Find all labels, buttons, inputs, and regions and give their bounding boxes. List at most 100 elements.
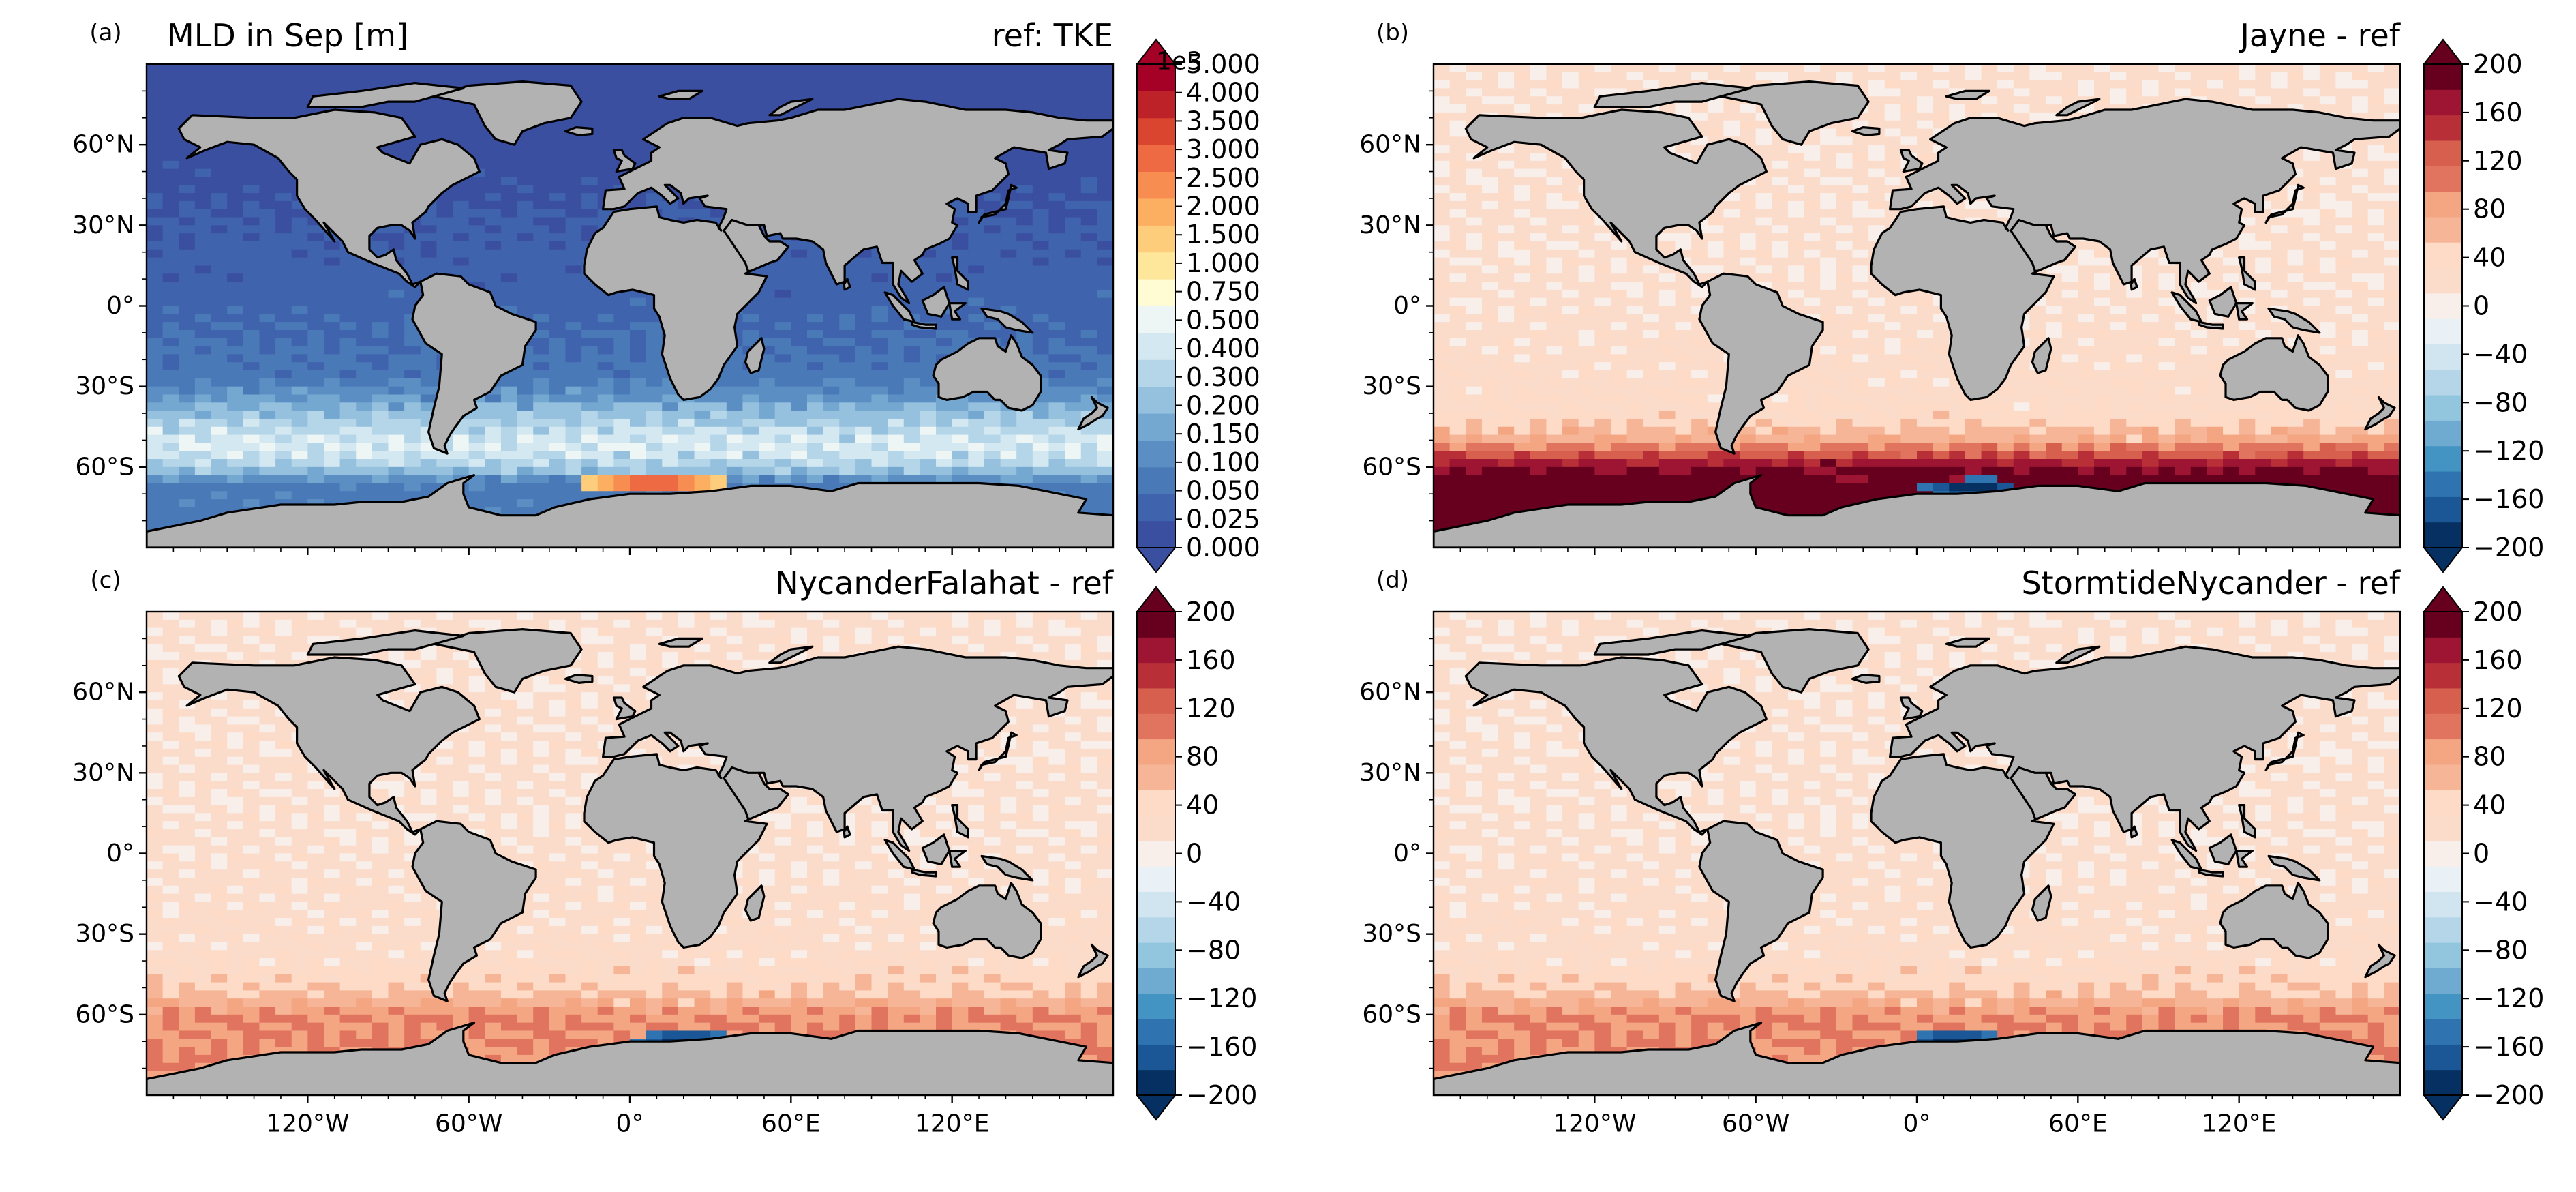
field-cell	[211, 282, 228, 290]
field-cell	[549, 443, 566, 451]
field-cell	[179, 459, 196, 468]
field-cell	[1097, 282, 1113, 290]
field-cell	[291, 329, 308, 339]
field-cell	[1434, 128, 1451, 137]
field-cell	[646, 378, 663, 387]
field-cell	[1048, 443, 1065, 451]
field-cell	[839, 297, 856, 307]
field-cell	[2303, 160, 2320, 170]
field-cell	[388, 483, 405, 492]
field-cell	[500, 434, 518, 443]
field-cell	[613, 426, 631, 436]
field-cell	[678, 72, 695, 81]
field-cell	[1032, 273, 1050, 282]
field-cell	[1820, 193, 1837, 202]
field-cell	[630, 370, 647, 379]
field-cell	[968, 297, 985, 307]
field-cell	[1032, 314, 1050, 323]
field-cell	[420, 112, 437, 121]
field-cell	[436, 128, 453, 137]
field-cell	[1097, 491, 1113, 500]
field-cell	[1868, 209, 1885, 218]
field-cell	[211, 257, 228, 267]
field-cell	[1868, 112, 1885, 121]
field-cell	[549, 411, 566, 419]
field-cell	[388, 338, 405, 347]
field-cell	[1032, 209, 1050, 218]
field-cell	[984, 411, 1001, 419]
colorbar-bin	[1137, 145, 1175, 173]
field-cell	[742, 466, 759, 476]
field-cell	[839, 354, 856, 363]
field-cell	[646, 193, 663, 202]
field-cell	[1097, 346, 1113, 355]
field-cell	[710, 466, 727, 476]
field-cell	[500, 152, 518, 162]
field-cell	[1434, 177, 1451, 185]
field-cell	[839, 338, 856, 347]
field-cell	[920, 346, 937, 355]
field-cell	[984, 241, 1001, 250]
field-cell	[307, 402, 324, 411]
field-cell	[742, 434, 759, 443]
field-cell	[1000, 434, 1017, 443]
field-cell	[147, 185, 164, 194]
field-cell	[1449, 225, 1466, 234]
field-cell	[243, 346, 260, 355]
field-cell	[1562, 209, 1579, 218]
field-cell	[194, 483, 212, 492]
field-cell	[1466, 177, 1483, 185]
field-cell	[1691, 72, 1708, 81]
field-cell	[2239, 88, 2256, 97]
field-cell	[420, 459, 437, 468]
panel-a: 60°N30°N0°30°S60°S(a) MLD in Sep [m] ref: …	[72, 17, 1260, 573]
field-cell	[1016, 96, 1033, 105]
field-cell	[227, 185, 244, 194]
field-cell	[2367, 104, 2384, 113]
landmass-new-zealand	[1077, 396, 1109, 431]
field-cell	[1723, 104, 1740, 113]
field-cell	[1080, 177, 1097, 185]
field-cell	[694, 434, 711, 443]
field-cell	[984, 72, 1001, 81]
field-cell	[1466, 64, 1483, 73]
field-cell	[1048, 434, 1065, 443]
field-cell	[517, 394, 534, 403]
field-cell	[162, 289, 179, 299]
field-cell	[1065, 96, 1082, 105]
field-cell	[1080, 96, 1097, 105]
field-cell	[791, 314, 808, 323]
field-cell	[549, 217, 566, 226]
field-cell	[211, 233, 228, 242]
field-cell	[179, 338, 196, 347]
field-cell	[1949, 209, 1966, 218]
field-cell	[2384, 80, 2400, 89]
field-cell	[243, 249, 260, 258]
field-cell	[179, 273, 196, 282]
field-cell	[597, 152, 614, 162]
field-cell	[839, 370, 856, 379]
field-cell	[388, 145, 405, 153]
field-cell	[162, 411, 179, 419]
field-cell	[2255, 88, 2272, 97]
field-cell	[1820, 200, 1837, 210]
field-cell	[436, 257, 453, 267]
field-cell	[1787, 185, 1805, 194]
field-cell	[307, 329, 324, 339]
field-cell	[2046, 80, 2063, 89]
field-cell	[2110, 64, 2127, 73]
field-cell	[1498, 177, 1515, 185]
field-cell	[806, 418, 824, 428]
field-cell	[1048, 297, 1065, 307]
field-cell	[710, 475, 727, 484]
field-cell	[243, 152, 260, 162]
field-cell	[646, 459, 663, 468]
field-cell	[500, 451, 518, 460]
colorbar-tick-label: 0.400	[1186, 333, 1260, 363]
field-cell	[211, 80, 228, 89]
field-cell	[1498, 200, 1515, 210]
colorbar-bin	[1137, 359, 1175, 387]
field-cell	[855, 297, 873, 307]
field-cell	[1097, 289, 1113, 299]
field-cell	[1048, 88, 1065, 97]
